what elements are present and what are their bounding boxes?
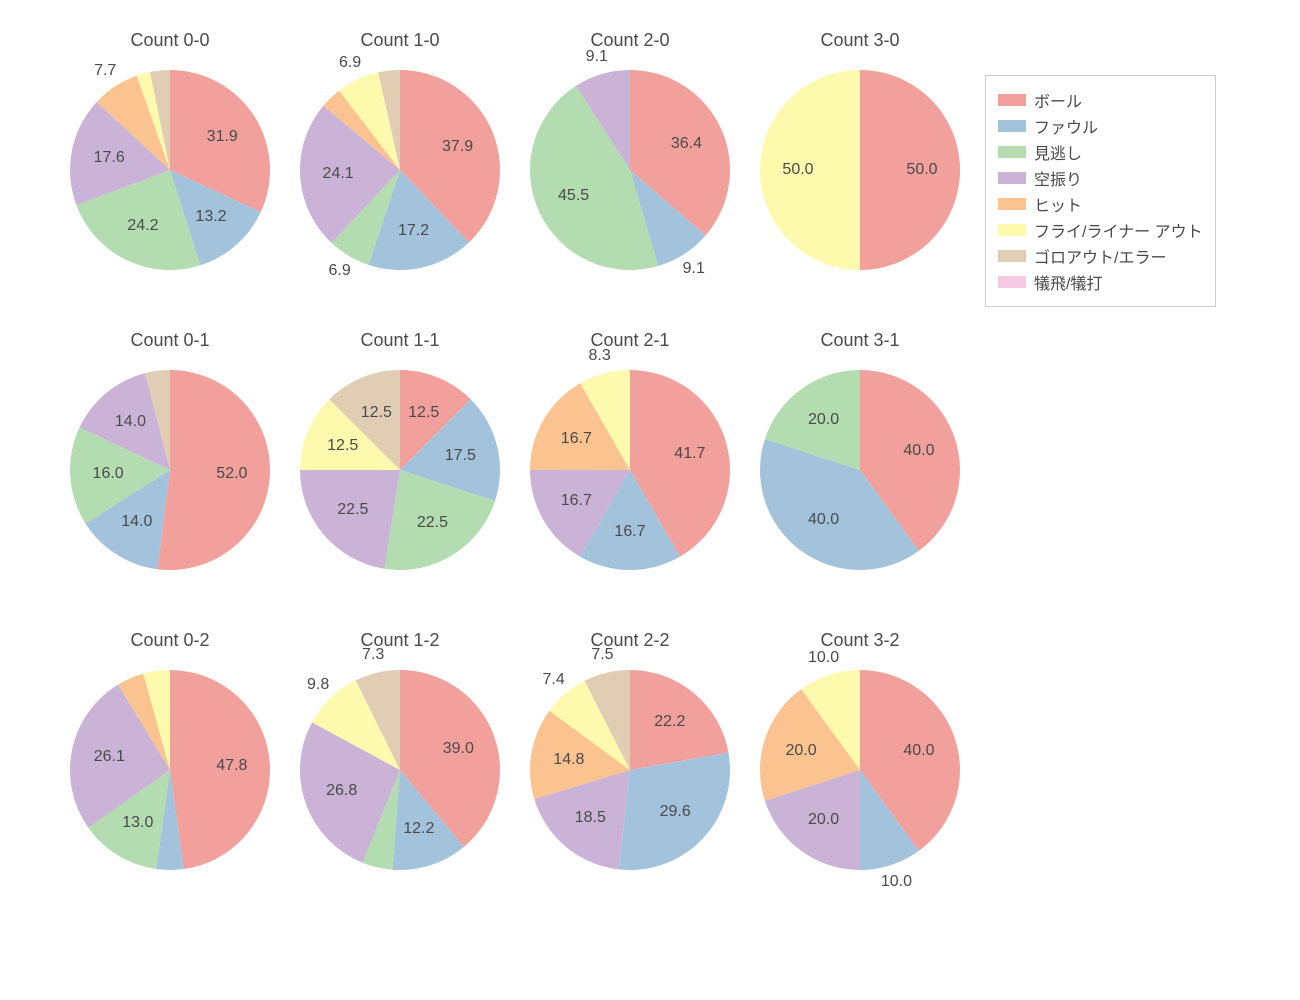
slice-label: 10.0 — [881, 873, 912, 891]
chart-title: Count 3-2 — [750, 630, 970, 651]
pie-holder: 41.716.716.716.78.3 — [530, 370, 730, 570]
legend-label: ヒット — [1034, 192, 1082, 216]
legend-label: フライ/ライナー アウト — [1034, 218, 1203, 242]
pie-svg — [530, 670, 730, 870]
pie-chart: Count 1-1 12.517.522.522.512.512.5 — [290, 330, 510, 610]
legend-swatch — [998, 172, 1026, 184]
pie-slice — [860, 70, 960, 270]
pie-slice — [170, 670, 270, 869]
pie-holder: 39.012.226.89.87.3 — [300, 670, 500, 870]
pie-chart: Count 0-1 52.014.016.014.0 — [60, 330, 280, 610]
pie-svg — [70, 70, 270, 270]
legend-swatch — [998, 94, 1026, 106]
legend-label: 見逃し — [1034, 140, 1082, 164]
pie-chart: Count 0-2 47.813.026.1 — [60, 630, 280, 910]
legend-item: ヒット — [998, 192, 1203, 216]
pie-slice — [300, 470, 400, 569]
pie-holder: 47.813.026.1 — [70, 670, 270, 870]
pie-chart: Count 3-2 40.010.020.020.010.0 — [750, 630, 970, 910]
chart-title: Count 2-0 — [520, 30, 740, 51]
chart-title: Count 2-1 — [520, 330, 740, 351]
pie-svg — [760, 70, 960, 270]
slice-label: 10.0 — [808, 649, 839, 667]
pie-svg — [70, 670, 270, 870]
pie-chart: Count 2-1 41.716.716.716.78.3 — [520, 330, 740, 610]
chart-title: Count 0-1 — [60, 330, 280, 351]
pie-svg — [300, 70, 500, 270]
pie-holder: 37.917.26.924.16.9 — [300, 70, 500, 270]
pie-holder: 40.010.020.020.010.0 — [760, 670, 960, 870]
chart-title: Count 0-0 — [60, 30, 280, 51]
legend-swatch — [998, 250, 1026, 262]
pie-holder: 31.913.224.217.67.7 — [70, 70, 270, 270]
legend-swatch — [998, 120, 1026, 132]
legend: ボールファウル見逃し空振りヒットフライ/ライナー アウトゴロアウト/エラー犠飛/… — [985, 75, 1216, 307]
pie-holder: 50.050.0 — [760, 70, 960, 270]
chart-title: Count 0-2 — [60, 630, 280, 651]
chart-grid: Count 0-0 31.913.224.217.67.7 Count 1-0 37.… — [0, 0, 1300, 1000]
chart-title: Count 3-0 — [750, 30, 970, 51]
chart-title: Count 1-1 — [290, 330, 510, 351]
pie-holder: 22.229.618.514.87.47.5 — [530, 670, 730, 870]
pie-chart: Count 2-0 36.49.145.59.1 — [520, 30, 740, 310]
legend-swatch — [998, 276, 1026, 288]
pie-chart: Count 0-0 31.913.224.217.67.7 — [60, 30, 280, 310]
pie-slice — [630, 670, 728, 770]
pie-slice — [760, 70, 860, 270]
pie-chart: Count 3-1 40.040.020.0 — [750, 330, 970, 610]
chart-title: Count 1-0 — [290, 30, 510, 51]
chart-title: Count 1-2 — [290, 630, 510, 651]
pie-holder: 52.014.016.014.0 — [70, 370, 270, 570]
pie-svg — [300, 670, 500, 870]
legend-item: フライ/ライナー アウト — [998, 218, 1203, 242]
pie-holder: 12.517.522.522.512.512.5 — [300, 370, 500, 570]
legend-item: 空振り — [998, 166, 1203, 190]
pie-chart: Count 3-0 50.050.0 — [750, 30, 970, 310]
legend-item: ゴロアウト/エラー — [998, 244, 1203, 268]
legend-label: 犠飛/犠打 — [1034, 270, 1102, 294]
legend-label: 空振り — [1034, 166, 1082, 190]
pie-slice — [619, 752, 730, 870]
chart-title: Count 3-1 — [750, 330, 970, 351]
pie-svg — [70, 370, 270, 570]
pie-chart: Count 1-0 37.917.26.924.16.9 — [290, 30, 510, 310]
legend-item: ボール — [998, 88, 1203, 112]
chart-title: Count 2-2 — [520, 630, 740, 651]
pie-chart: Count 1-2 39.012.226.89.87.3 — [290, 630, 510, 910]
pie-svg — [530, 70, 730, 270]
legend-swatch — [998, 224, 1026, 236]
pie-svg — [530, 370, 730, 570]
legend-label: ボール — [1034, 88, 1082, 112]
pie-chart: Count 2-2 22.229.618.514.87.47.5 — [520, 630, 740, 910]
pie-svg — [760, 670, 960, 870]
pie-svg — [300, 370, 500, 570]
pie-holder: 36.49.145.59.1 — [530, 70, 730, 270]
pie-svg — [760, 370, 960, 570]
pie-slice — [157, 370, 270, 570]
legend-label: ファウル — [1034, 114, 1098, 138]
legend-swatch — [998, 146, 1026, 158]
legend-item: 犠飛/犠打 — [998, 270, 1203, 294]
pie-holder: 40.040.020.0 — [760, 370, 960, 570]
legend-item: ファウル — [998, 114, 1203, 138]
legend-label: ゴロアウト/エラー — [1034, 244, 1166, 268]
legend-swatch — [998, 198, 1026, 210]
legend-item: 見逃し — [998, 140, 1203, 164]
